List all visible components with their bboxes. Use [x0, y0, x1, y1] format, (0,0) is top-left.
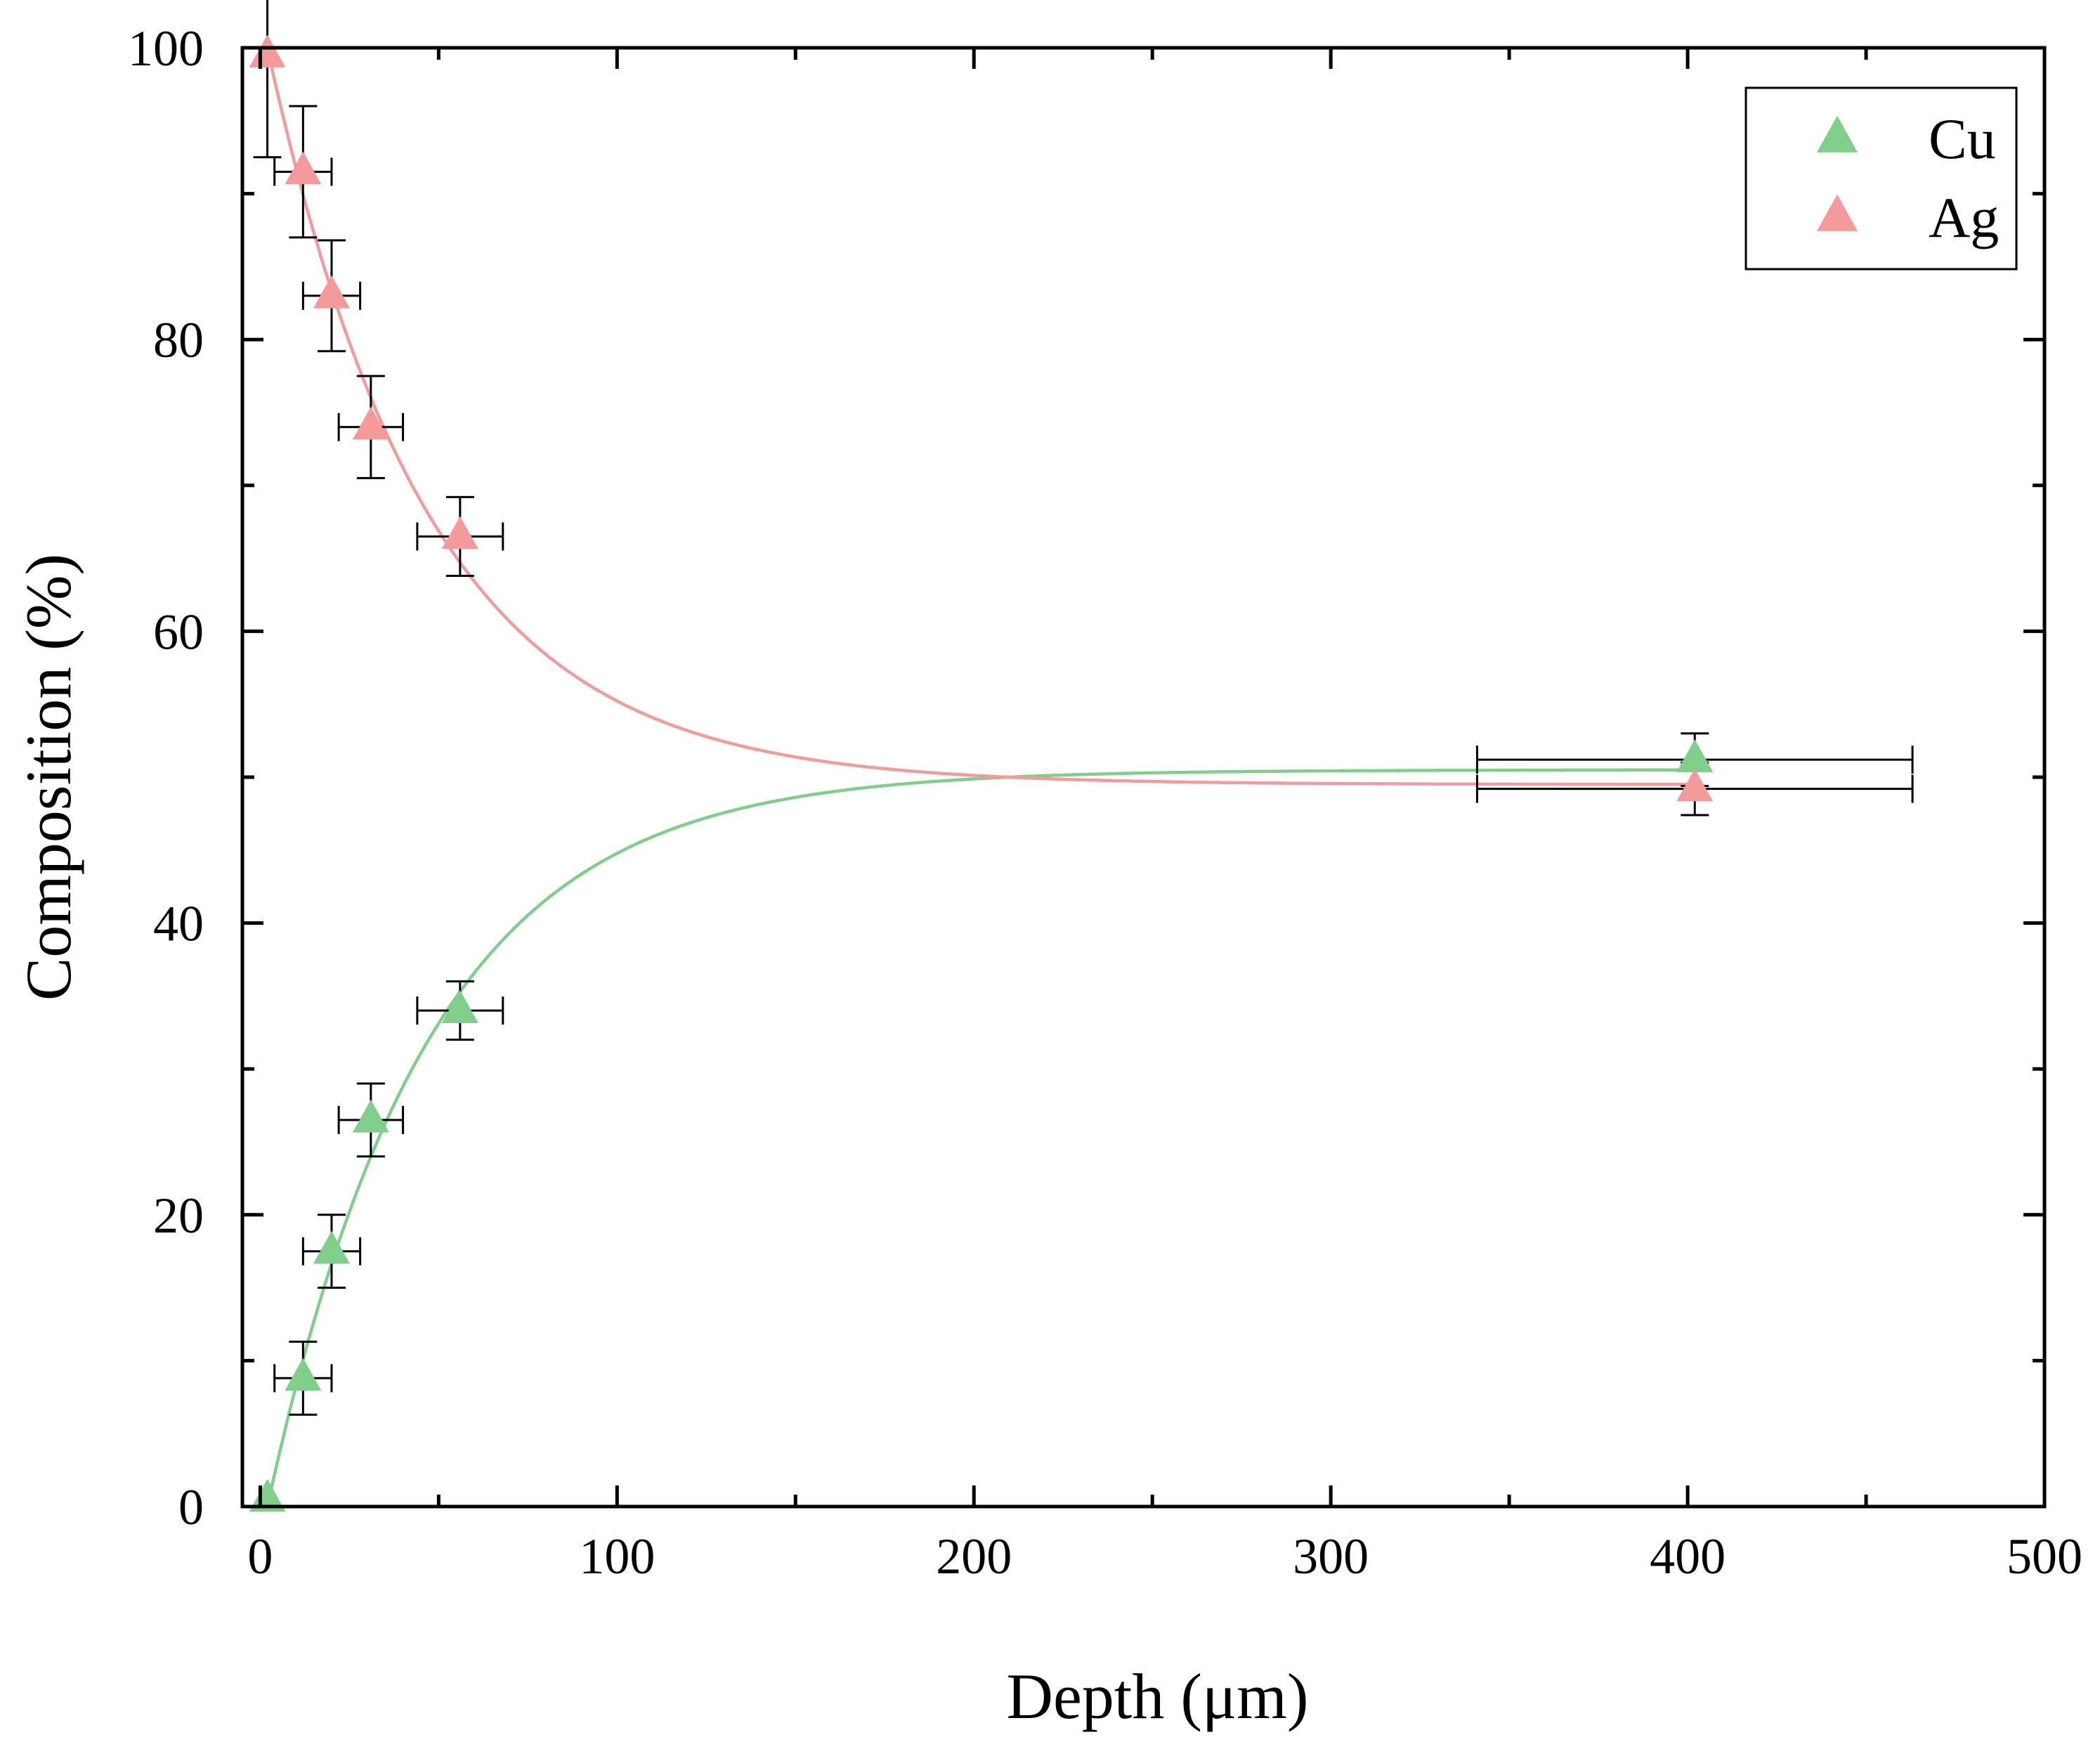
error-bars [253, 0, 1914, 1416]
x-tick-label: 100 [579, 1528, 655, 1585]
data-point-ag [441, 516, 478, 549]
x-tick-label: 300 [1293, 1528, 1369, 1585]
data-point-cu [1676, 739, 1714, 772]
data-point-cu [441, 990, 478, 1023]
y-tick-label: 100 [128, 20, 204, 77]
y-tick-label: 80 [153, 312, 204, 368]
y-tick-labels: 0 20 40 60 80 100 [128, 20, 204, 1535]
y-tick-label: 20 [153, 1188, 204, 1244]
legend-box [1744, 86, 2018, 271]
y-tick-label: 40 [153, 896, 204, 952]
x-tick-labels: 0 100 200 300 400 500 [247, 1528, 2082, 1585]
fit-curves [266, 47, 1695, 1507]
legend-marker-cu [1817, 115, 1858, 152]
legend: Cu Ag [1744, 86, 2018, 271]
data-point-ag [352, 406, 389, 440]
x-tick-label: 400 [1650, 1528, 1726, 1585]
data-point-cu [313, 1230, 350, 1264]
data-point-ag [313, 275, 350, 308]
data-point-cu [285, 1358, 322, 1391]
legend-label-ag: Ag [1929, 186, 1999, 249]
x-tick-label: 0 [247, 1528, 273, 1585]
fit-curve-ag [266, 47, 1695, 786]
y-tick-label: 0 [178, 1479, 204, 1535]
data-point-cu [249, 1478, 286, 1512]
data-point-cu [352, 1099, 389, 1133]
x-tick-label: 200 [936, 1528, 1012, 1585]
x-axis-title: Depth (μm) [1007, 1660, 1309, 1732]
y-tick-label: 60 [153, 604, 204, 660]
legend-label-cu: Cu [1929, 107, 1996, 171]
legend-marker-ag [1817, 194, 1858, 231]
data-point-ag [285, 151, 322, 185]
fit-curve-cu [266, 768, 1695, 1507]
data-point-ag [1676, 768, 1714, 802]
x-tick-label: 500 [2007, 1528, 2082, 1585]
axis-ticks [242, 46, 2047, 1509]
y-axis-title: Composition (%) [13, 554, 84, 1001]
data-markers [249, 34, 1714, 1512]
data-point-ag [249, 34, 286, 68]
